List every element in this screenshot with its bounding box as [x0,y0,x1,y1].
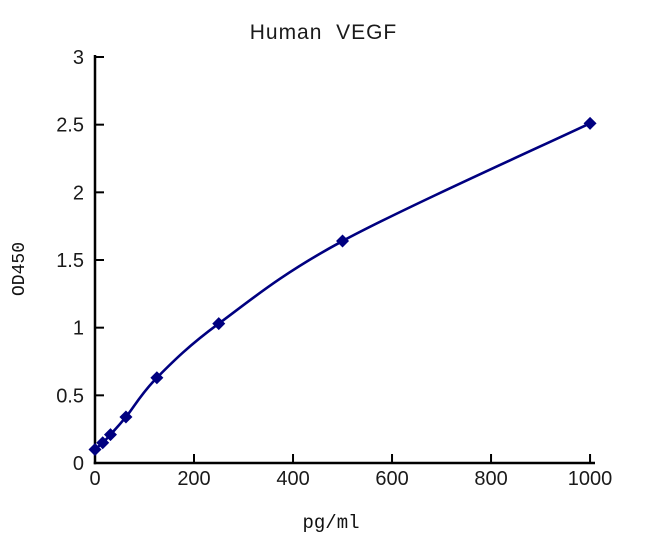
y-tick-label: 0.5 [56,385,84,407]
y-tick-label: 1.5 [56,250,84,272]
x-tick-label: 200 [177,468,210,490]
x-tick-label: 600 [375,468,408,490]
x-tick-label: 0 [89,468,100,490]
data-point-marker [88,442,102,456]
y-tick-label: 2.5 [56,115,84,137]
y-tick-label: 2 [73,182,84,204]
x-tick-label: 1000 [568,468,613,490]
data-point-marker [119,410,133,424]
x-tick-label: 800 [474,468,507,490]
y-tick-label: 0 [73,453,84,475]
data-point-marker [96,436,110,450]
data-curve [94,122,591,451]
data-point-marker [103,428,117,442]
data-point-marker [212,317,226,331]
chart-title: Human VEGF [249,21,398,44]
data-point-marker [583,116,597,130]
y-tick-label: 1 [73,318,84,340]
data-point-marker [336,234,350,248]
x-tick-label: 400 [276,468,309,490]
x-axis-title: pg/ml [302,512,360,534]
y-tick-label: 3 [73,47,84,69]
data-point-marker [150,371,164,385]
